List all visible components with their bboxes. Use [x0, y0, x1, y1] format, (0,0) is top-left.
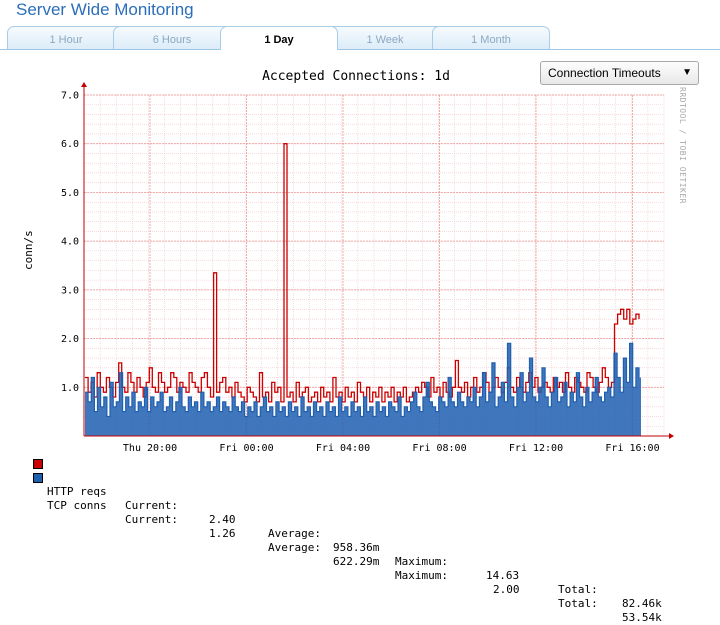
- rrdtool-watermark: RRDTOOL / TOBI OETIKER: [678, 87, 687, 204]
- chart-series: [85, 143, 641, 436]
- x-tick-label: Fri 16:00: [605, 443, 659, 454]
- x-tick-label: Fri 08:00: [412, 443, 466, 454]
- metric-select-value: Connection Timeouts: [548, 66, 661, 80]
- legend-current-label: Current:: [125, 513, 178, 526]
- legend-average-label: Average:: [268, 541, 321, 554]
- chart-axes: [81, 82, 674, 439]
- x-tick-label: Thu 20:00: [123, 443, 177, 454]
- legend-maximum-value: 14.63: [486, 569, 520, 582]
- series-area-tcp: [85, 343, 641, 436]
- chevron-down-icon: ▼: [682, 67, 692, 78]
- tab-bar-divider: [0, 49, 720, 50]
- legend-total-value: 53.54k: [622, 611, 662, 624]
- y-axis-arrow: [81, 82, 87, 87]
- legend-total-label: Total:: [558, 597, 598, 610]
- legend-name: TCP conns: [47, 499, 107, 512]
- legend-swatch-tcp: [33, 473, 43, 483]
- legend-total-label: Total:: [558, 583, 598, 596]
- chart-title-row: Accepted Connections: 1d: [0, 69, 720, 84]
- tab-1-hour[interactable]: 1 Hour: [7, 26, 125, 49]
- legend-average-value: 622.29m: [333, 555, 380, 568]
- y-tick-label: 7.0: [61, 91, 79, 102]
- tab-1-day[interactable]: 1 Day: [220, 26, 338, 50]
- x-axis-arrow: [669, 433, 674, 439]
- y-tick-label: 2.0: [61, 334, 79, 345]
- tab-6-hours[interactable]: 6 Hours: [113, 26, 231, 49]
- legend-maximum-label: Maximum:: [395, 569, 448, 582]
- x-tick-label: Fri 00:00: [219, 443, 273, 454]
- legend-row-tcp: TCP conns Current: 1.26 Average: 622.29m…: [33, 471, 662, 624]
- legend-row-http: HTTP reqs Current: 2.40 Average: 958.36m…: [33, 457, 662, 610]
- x-tick-label: Fri 12:00: [509, 443, 563, 454]
- chart-svg: 7.0 6.0 5.0 4.0 3.0 2.0 1.0 Thu 20:00 Fri 00:00 F…: [61, 82, 674, 455]
- legend-swatch-http: [33, 459, 43, 469]
- chart-tick-labels: 7.0 6.0 5.0 4.0 3.0 2.0 1.0 Thu 20:00 Fri 00:00 F…: [61, 91, 660, 455]
- y-tick-label: 4.0: [61, 237, 79, 248]
- legend-name: HTTP reqs: [47, 485, 107, 498]
- tab-1-week[interactable]: 1 Week: [326, 26, 444, 49]
- x-tick-label: Fri 04:00: [316, 443, 370, 454]
- legend-current-value: 2.40: [209, 513, 236, 526]
- series-line-http: [85, 143, 640, 403]
- y-tick-label: 5.0: [61, 188, 79, 199]
- y-tick-label: 3.0: [61, 285, 79, 296]
- metric-select[interactable]: Connection Timeouts ▼: [540, 61, 699, 85]
- legend-current-value: 1.26: [209, 527, 236, 540]
- legend-maximum-value: 2.00: [493, 583, 520, 596]
- legend-total-value: 82.46k: [622, 597, 662, 610]
- y-tick-label: 6.0: [61, 139, 79, 150]
- legend-average-label: Average:: [268, 527, 321, 540]
- legend-current-label: Current:: [125, 499, 178, 512]
- chart-title: Accepted Connections: 1d: [262, 69, 450, 84]
- series-line-tcp: [85, 342, 640, 418]
- tab-1-month[interactable]: 1 Month: [432, 26, 550, 49]
- y-tick-label: 1.0: [61, 383, 79, 394]
- page-title: Server Wide Monitoring: [16, 0, 194, 19]
- legend-average-value: 958.36m: [333, 541, 380, 554]
- legend-maximum-label: Maximum:: [395, 555, 448, 568]
